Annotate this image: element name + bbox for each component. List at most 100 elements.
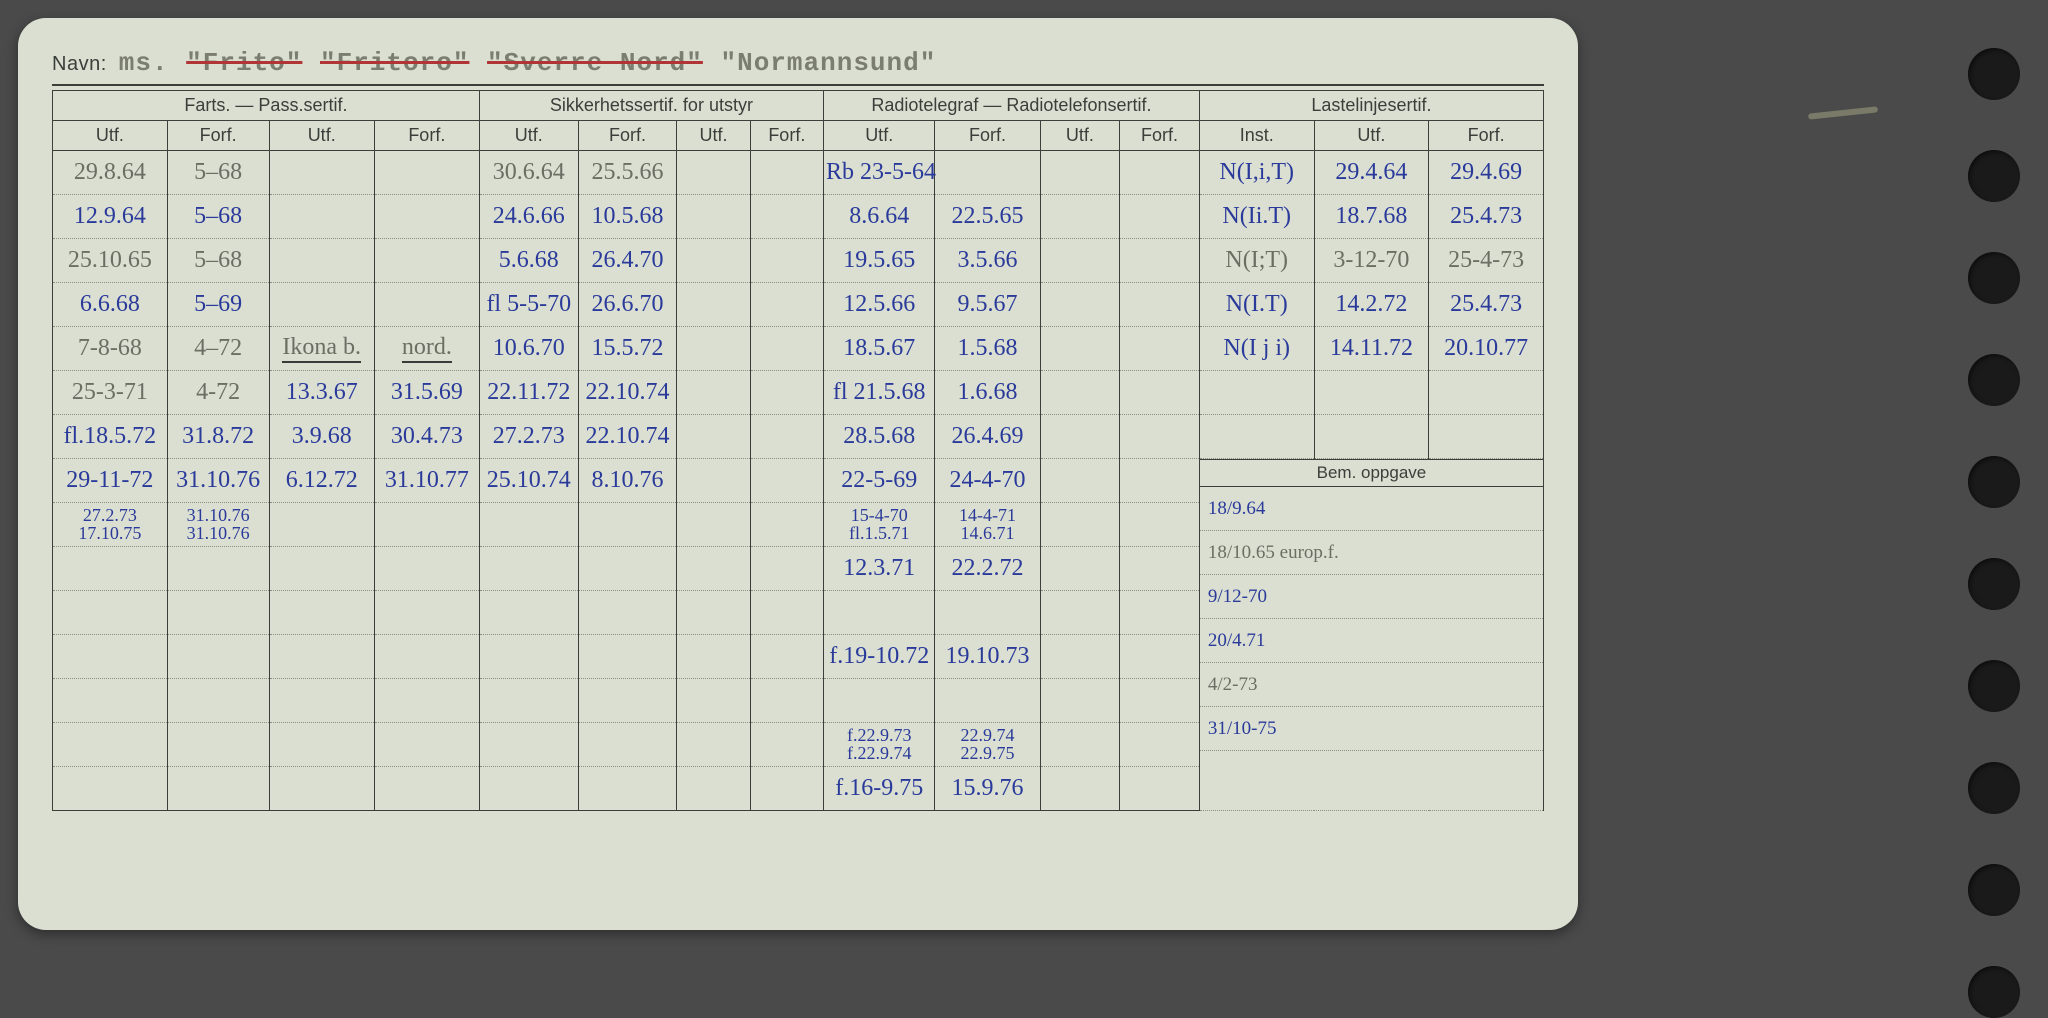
cell [269,679,374,723]
cell [1040,635,1120,679]
index-card: Navn: ms. "Frito" "Fritoro" "Sverre Nord… [18,18,1578,930]
scratch-mark [1808,106,1878,119]
cell [1040,767,1120,811]
cell: Rb 23-5-64 [823,151,935,195]
cell: 4-72 [167,371,269,415]
cell [750,327,823,371]
cell [374,767,479,811]
punch-holes [1968,48,2020,1018]
group-farts: Farts. — Pass.sertif. [53,91,480,121]
bem-row: 4/2-73 [1200,663,1543,707]
cell: 6.6.68 [53,283,168,327]
cell [677,327,750,371]
cell: 5.6.68 [479,239,578,283]
cell: fl 5-5-70 [479,283,578,327]
cell [823,591,935,635]
cell [167,547,269,591]
cell [479,767,578,811]
cell: 29.4.64 [1314,151,1429,195]
bem-block: Bem. oppgave18/9.6418/10.65 europ.f.9/12… [1199,459,1543,811]
cell [935,679,1040,723]
cell [269,723,374,767]
cell: 25-3-71 [53,371,168,415]
cell: 22.11.72 [479,371,578,415]
cell [1040,283,1120,327]
cell: N(I;T) [1199,239,1314,283]
cell [479,547,578,591]
cell [479,723,578,767]
cell [269,635,374,679]
title-row: Navn: ms. "Frito" "Fritoro" "Sverre Nord… [52,48,1544,86]
cell [167,635,269,679]
cell: 19.5.65 [823,239,935,283]
cell: 13.3.67 [269,371,374,415]
cell [750,503,823,547]
cell [578,767,677,811]
cell [1040,459,1120,503]
col-forf: Forf. [750,121,823,151]
cell [1120,371,1200,415]
cell [269,239,374,283]
cell: 1.6.68 [935,371,1040,415]
cell: 27.2.73 [479,415,578,459]
cell [750,283,823,327]
cell: 30.4.73 [374,415,479,459]
cell: 15-4-70fl.1.5.71 [823,503,935,547]
cell: Ikona b. [269,327,374,371]
cell [750,547,823,591]
cell [578,679,677,723]
cell [578,591,677,635]
cell [1120,459,1200,503]
cell [578,723,677,767]
col-forf: Forf. [1429,121,1544,151]
cell [374,635,479,679]
navn-label: Navn: [52,53,107,76]
col-forf: Forf. [167,121,269,151]
cell: 18.7.68 [1314,195,1429,239]
cell: f.22.9.73f.22.9.74 [823,723,935,767]
cell: 3.9.68 [269,415,374,459]
table-row: 29.8.645–6830.6.6425.5.66Rb 23-5-64N(I,i… [53,151,1544,195]
cell [823,679,935,723]
bem-header: Bem. oppgave [1200,459,1543,487]
cell: 25.5.66 [578,151,677,195]
cell [677,371,750,415]
cell [374,547,479,591]
cell: 31.8.72 [167,415,269,459]
cell [479,591,578,635]
cell [677,635,750,679]
cell: 12.9.64 [53,195,168,239]
table-row: 25.10.655–685.6.6826.4.7019.5.653.5.66N(… [53,239,1544,283]
cell [677,415,750,459]
cell: 31.10.76 [167,459,269,503]
cell [53,547,168,591]
cell [167,591,269,635]
cell [677,679,750,723]
cell [1040,679,1120,723]
cell: 15.9.76 [935,767,1040,811]
group-lastelinje: Lastelinjesertif. [1199,91,1543,121]
cell [374,239,479,283]
cell [1040,371,1120,415]
cell [677,723,750,767]
cell: 22.10.74 [578,415,677,459]
bem-row: 20/4.71 [1200,619,1543,663]
cell: 15.5.72 [578,327,677,371]
cell [677,151,750,195]
cell: 29.8.64 [53,151,168,195]
cell [479,635,578,679]
cell: 12.5.66 [823,283,935,327]
cell [1040,195,1120,239]
cell: 10.5.68 [578,195,677,239]
table-row: 6.6.685–69fl 5-5-7026.6.7012.5.669.5.67N… [53,283,1544,327]
cell [1120,635,1200,679]
cell [1429,415,1544,459]
cell [1120,415,1200,459]
col-forf: Forf. [578,121,677,151]
cell: N(Ii.T) [1199,195,1314,239]
cell [677,591,750,635]
cell [167,767,269,811]
cell: 22.10.74 [578,371,677,415]
cell: 6.12.72 [269,459,374,503]
cell: 10.6.70 [479,327,578,371]
